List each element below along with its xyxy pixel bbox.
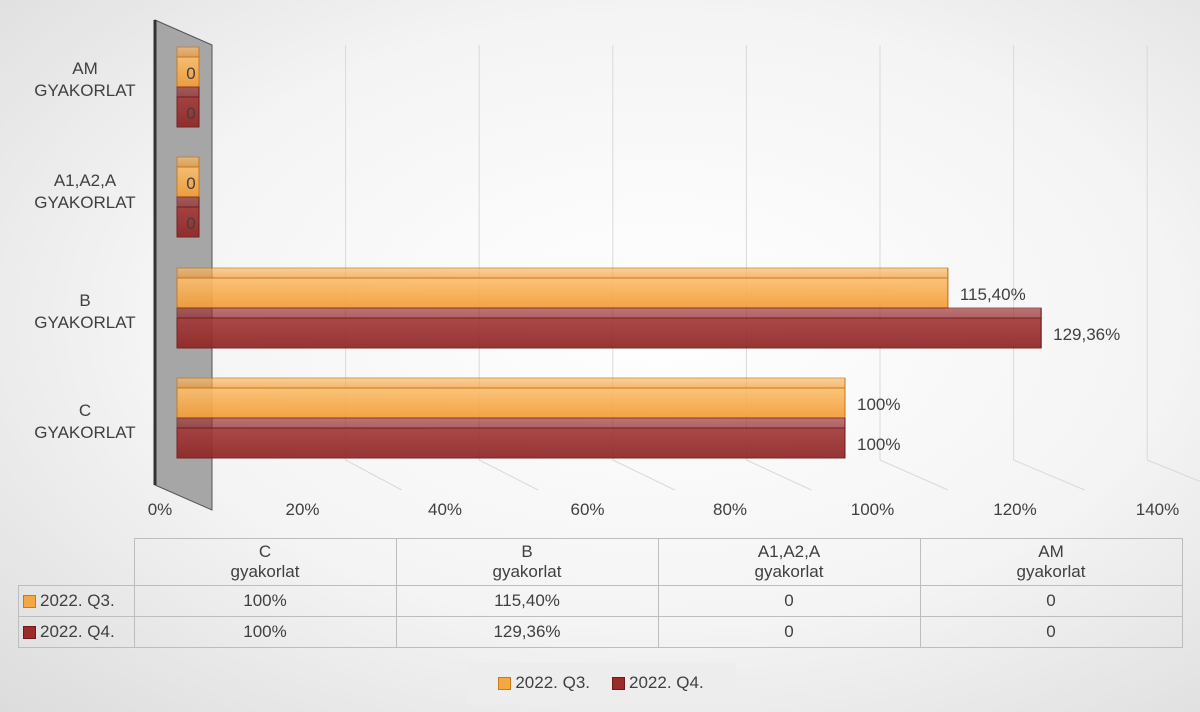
- bar: 115,40%: [176, 267, 1026, 309]
- table-cell: 0: [919, 585, 1183, 617]
- gridline-floor: [746, 459, 812, 491]
- data-label: 115,40%: [960, 285, 1026, 304]
- gridline-floor: [612, 459, 676, 491]
- x-tick-label: 80%: [713, 500, 747, 519]
- legend-label: 2022. Q3.: [515, 673, 590, 692]
- table-corner: [18, 538, 135, 586]
- bar: 0: [176, 196, 200, 238]
- data-label: 0: [186, 214, 195, 233]
- bar: 0: [176, 156, 200, 198]
- gridlines: [345, 45, 1200, 491]
- x-tick-label: 120%: [993, 500, 1036, 519]
- table-cell: 115,40%: [395, 585, 659, 617]
- legend: 2022. Q3. 2022. Q4.: [466, 663, 736, 703]
- table-header-am: AM gyakorlat: [919, 538, 1183, 586]
- table-cell: 100%: [133, 585, 397, 617]
- gridline-floor: [1013, 459, 1085, 491]
- category-label: AM GYAKORLAT: [34, 59, 136, 100]
- legend-swatch-q3: [498, 676, 512, 690]
- table-header-a: A1,A2,A gyakorlat: [657, 538, 921, 586]
- table-cell: 0: [657, 616, 921, 648]
- x-tick-label: 100%: [851, 500, 894, 519]
- legend-label: 2022. Q4.: [629, 673, 704, 692]
- category-label: A1,A2,A GYAKORLAT: [34, 171, 136, 212]
- legend-item-q4: 2022. Q4.: [612, 673, 704, 693]
- bar: 0: [176, 46, 200, 88]
- table-cell: 129,36%: [395, 616, 659, 648]
- x-tick-label: 0%: [148, 500, 173, 519]
- bar: 100%: [176, 377, 900, 419]
- data-label: 0: [186, 104, 195, 123]
- x-tick-label: 140%: [1136, 500, 1179, 519]
- category-label: C GYAKORLAT: [34, 401, 136, 442]
- data-label: 129,36%: [1053, 325, 1120, 344]
- data-label: 0: [186, 64, 195, 83]
- bar-chart: 0 0 0 0 115,40% 129,36% 100% 100% 0% 20% 40% 60% 80…: [148, 19, 1200, 519]
- legend-item-q3: 2022. Q3.: [498, 673, 590, 693]
- bar: 100%: [176, 417, 900, 459]
- bar: 129,36%: [176, 307, 1120, 349]
- bars: 0 0 0 0 115,40% 129,36% 100% 100%: [176, 46, 1120, 459]
- table-cell: 100%: [133, 616, 397, 648]
- bar: 0: [176, 86, 200, 128]
- data-label: 100%: [857, 395, 900, 414]
- legend-swatch-q4: [612, 676, 625, 690]
- category-label: B GYAKORLAT: [34, 291, 136, 332]
- gridline-floor: [879, 459, 949, 491]
- gridline-floor: [478, 459, 539, 491]
- table-row: 2022. Q3. 100% 115,40% 0 0: [18, 585, 1183, 617]
- data-label: 100%: [857, 435, 900, 454]
- table-row-key: 2022. Q3.: [18, 585, 135, 617]
- legend-swatch-q4: [23, 626, 36, 640]
- table-row-key: 2022. Q4.: [18, 616, 135, 648]
- table-row: 2022. Q4. 100% 129,36% 0 0: [18, 616, 1183, 648]
- table-cell: 0: [657, 585, 921, 617]
- x-tick-label: 20%: [285, 500, 319, 519]
- x-axis-ticks: 0% 20% 40% 60% 80% 100% 120% 140%: [148, 500, 1180, 519]
- data-label: 0: [186, 174, 195, 193]
- gridline-floor: [1147, 459, 1200, 482]
- x-tick-label: 60%: [570, 500, 604, 519]
- gridline-floor: [345, 459, 402, 491]
- legend-swatch-q3: [23, 595, 36, 609]
- table-cell: 0: [919, 616, 1183, 648]
- x-tick-label: 40%: [428, 500, 462, 519]
